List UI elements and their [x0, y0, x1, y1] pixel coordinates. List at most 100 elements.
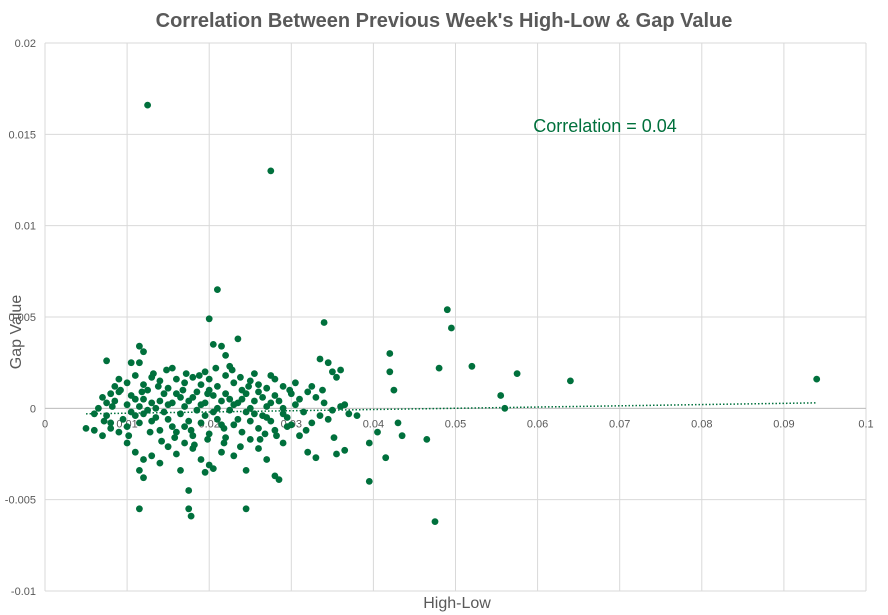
- data-point: [320, 399, 328, 407]
- data-point: [304, 448, 312, 456]
- data-point: [300, 408, 307, 416]
- data-point: [242, 467, 250, 474]
- data-point: [324, 359, 332, 367]
- data-point: [222, 390, 230, 398]
- data-point: [205, 375, 213, 383]
- data-point: [337, 403, 344, 410]
- data-point: [95, 404, 102, 412]
- data-point: [108, 403, 116, 410]
- data-point: [111, 397, 119, 405]
- data-point: [156, 397, 164, 405]
- data-points: [82, 101, 821, 525]
- data-point: [185, 487, 193, 494]
- data-point: [308, 419, 316, 427]
- data-point: [131, 372, 139, 379]
- data-point: [107, 419, 115, 427]
- data-point: [204, 436, 212, 443]
- data-point: [173, 428, 180, 436]
- data-point: [107, 425, 115, 432]
- data-point: [245, 383, 253, 390]
- data-point: [218, 397, 225, 405]
- data-point: [330, 434, 338, 441]
- data-point: [230, 421, 238, 429]
- trendline: [86, 402, 817, 415]
- data-point: [567, 377, 574, 385]
- data-point: [386, 368, 394, 376]
- data-point: [201, 468, 209, 476]
- data-point: [497, 392, 505, 399]
- data-point: [181, 439, 189, 447]
- data-point: [177, 410, 184, 418]
- data-point: [513, 370, 521, 377]
- data-point: [201, 399, 209, 407]
- y-tick-label: 0.005: [8, 312, 36, 324]
- data-point: [156, 426, 164, 434]
- x-tick-label: 0: [42, 418, 48, 430]
- data-point: [230, 452, 238, 460]
- data-point: [187, 512, 195, 520]
- data-point: [131, 448, 139, 456]
- data-point: [382, 454, 390, 462]
- data-point: [140, 381, 147, 388]
- data-point: [218, 342, 225, 350]
- data-point: [214, 415, 221, 423]
- data-point: [365, 478, 373, 485]
- data-point: [304, 388, 312, 396]
- data-point: [136, 403, 143, 410]
- data-point: [127, 359, 135, 367]
- data-point: [193, 388, 201, 396]
- data-point: [150, 370, 157, 377]
- data-point: [100, 417, 108, 425]
- data-point: [156, 459, 164, 467]
- data-point: [152, 404, 160, 412]
- data-point: [209, 341, 217, 348]
- data-point: [103, 412, 110, 419]
- chart-title: Correlation Between Previous Week's High…: [155, 10, 733, 32]
- data-point: [136, 505, 143, 513]
- x-tick-label: 0.06: [527, 418, 548, 430]
- data-point: [123, 423, 131, 430]
- data-point: [234, 415, 242, 423]
- data-point: [329, 368, 336, 376]
- data-point: [279, 383, 287, 390]
- data-point: [99, 394, 106, 401]
- data-point: [182, 370, 190, 377]
- data-point: [214, 286, 221, 293]
- data-point: [320, 319, 328, 326]
- data-point: [164, 384, 172, 392]
- data-point: [209, 392, 217, 399]
- trendline-group: [86, 402, 817, 415]
- data-point: [256, 436, 264, 443]
- data-point: [286, 386, 294, 394]
- data-point: [204, 390, 212, 398]
- data-point: [82, 425, 90, 432]
- data-point: [107, 390, 115, 398]
- data-point: [296, 395, 303, 403]
- data-point: [158, 437, 166, 445]
- data-point: [144, 101, 152, 109]
- data-point: [365, 439, 373, 447]
- data-point: [218, 448, 225, 456]
- data-point: [261, 430, 269, 438]
- data-point: [181, 423, 189, 430]
- data-point: [271, 392, 279, 399]
- data-point: [237, 443, 244, 451]
- data-point: [435, 364, 443, 372]
- data-point: [197, 381, 205, 388]
- data-point: [140, 456, 147, 463]
- data-point: [111, 383, 119, 390]
- data-point: [468, 362, 476, 370]
- data-point: [140, 348, 147, 356]
- data-point: [160, 390, 168, 398]
- data-point: [205, 430, 213, 438]
- data-point: [212, 364, 220, 372]
- data-point: [226, 395, 234, 403]
- data-point: [205, 461, 213, 469]
- data-point: [251, 410, 258, 418]
- x-tick-label: 0.1: [858, 418, 873, 430]
- data-point: [242, 390, 250, 398]
- data-point: [144, 386, 152, 394]
- data-point: [136, 467, 143, 474]
- y-tick-label: 0: [30, 403, 36, 415]
